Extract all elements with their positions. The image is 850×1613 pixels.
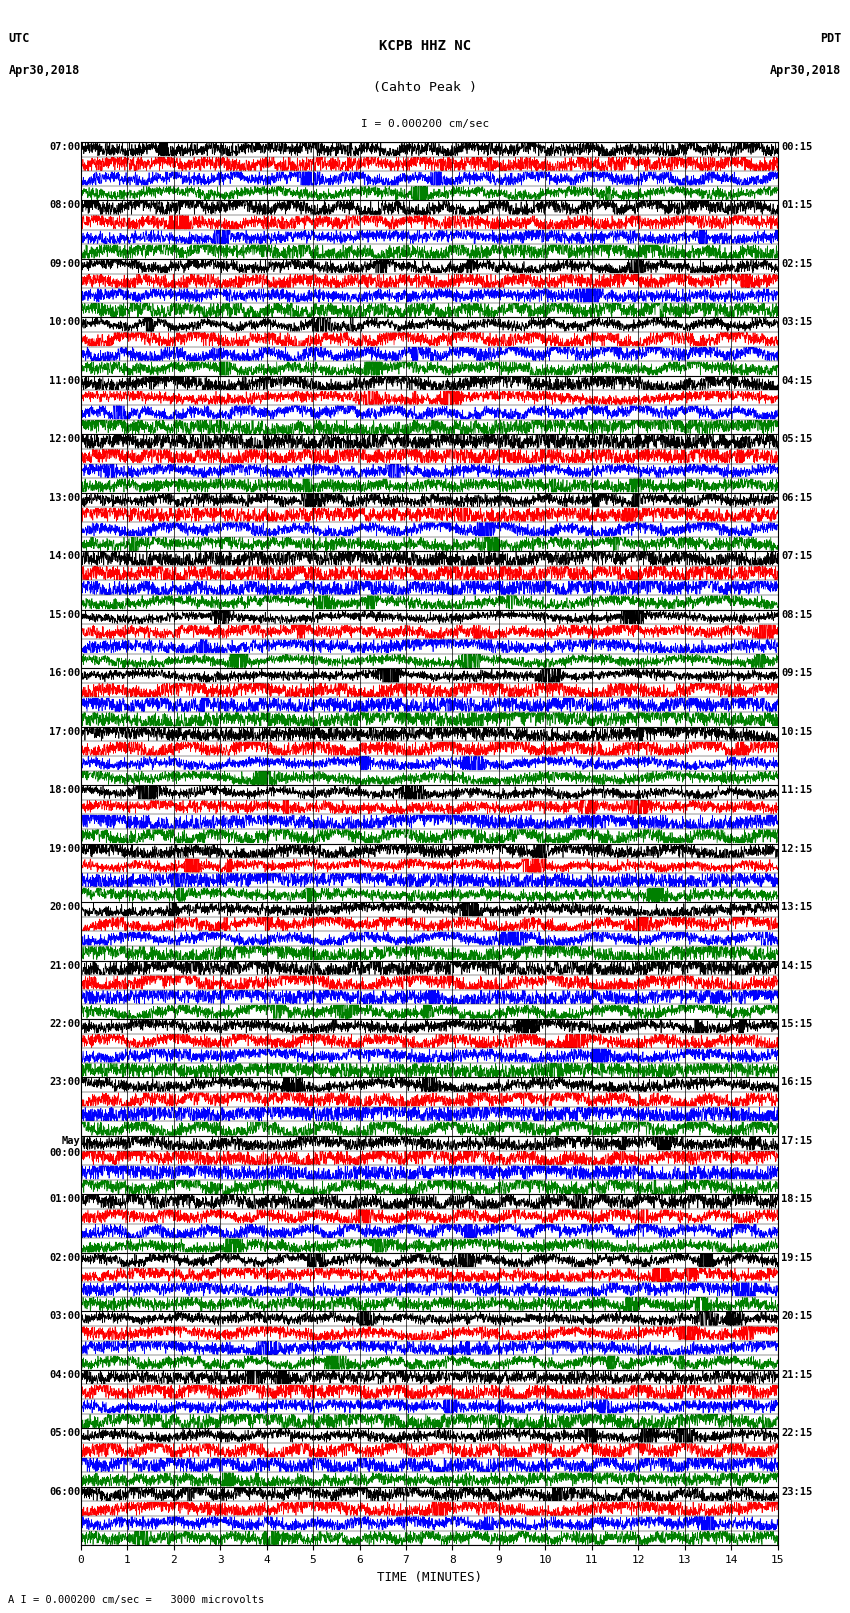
Text: 06:15: 06:15 (781, 492, 813, 503)
Text: 13:15: 13:15 (781, 902, 813, 911)
X-axis label: TIME (MINUTES): TIME (MINUTES) (377, 1571, 482, 1584)
Text: 11:00: 11:00 (49, 376, 81, 386)
Text: I = 0.000200 cm/sec: I = 0.000200 cm/sec (361, 119, 489, 129)
Text: 23:15: 23:15 (781, 1487, 813, 1497)
Text: 21:00: 21:00 (49, 961, 81, 971)
Text: 06:00: 06:00 (49, 1487, 81, 1497)
Text: 00:15: 00:15 (781, 142, 813, 152)
Text: 16:00: 16:00 (49, 668, 81, 677)
Text: 08:15: 08:15 (781, 610, 813, 619)
Text: 04:15: 04:15 (781, 376, 813, 386)
Text: 09:15: 09:15 (781, 668, 813, 677)
Text: (Cahto Peak ): (Cahto Peak ) (373, 81, 477, 94)
Text: 12:15: 12:15 (781, 844, 813, 853)
Text: May
00:00: May 00:00 (49, 1136, 81, 1158)
Text: 04:00: 04:00 (49, 1369, 81, 1379)
Text: 18:15: 18:15 (781, 1194, 813, 1205)
Text: 18:00: 18:00 (49, 786, 81, 795)
Text: 01:00: 01:00 (49, 1194, 81, 1205)
Text: 08:00: 08:00 (49, 200, 81, 210)
Text: 11:15: 11:15 (781, 786, 813, 795)
Text: 22:00: 22:00 (49, 1019, 81, 1029)
Text: Apr30,2018: Apr30,2018 (770, 65, 842, 77)
Text: KCPB HHZ NC: KCPB HHZ NC (379, 39, 471, 53)
Text: 19:00: 19:00 (49, 844, 81, 853)
Text: PDT: PDT (820, 32, 842, 45)
Text: 05:15: 05:15 (781, 434, 813, 444)
Text: 17:15: 17:15 (781, 1136, 813, 1145)
Text: 10:00: 10:00 (49, 318, 81, 327)
Text: 15:15: 15:15 (781, 1019, 813, 1029)
Text: 03:15: 03:15 (781, 318, 813, 327)
Text: 20:00: 20:00 (49, 902, 81, 911)
Text: 19:15: 19:15 (781, 1253, 813, 1263)
Text: 02:00: 02:00 (49, 1253, 81, 1263)
Text: 15:00: 15:00 (49, 610, 81, 619)
Text: 23:00: 23:00 (49, 1077, 81, 1087)
Text: 13:00: 13:00 (49, 492, 81, 503)
Text: 14:15: 14:15 (781, 961, 813, 971)
Text: 10:15: 10:15 (781, 726, 813, 737)
Text: 01:15: 01:15 (781, 200, 813, 210)
Text: 07:15: 07:15 (781, 552, 813, 561)
Text: 05:00: 05:00 (49, 1429, 81, 1439)
Text: 22:15: 22:15 (781, 1429, 813, 1439)
Text: UTC: UTC (8, 32, 30, 45)
Text: 03:00: 03:00 (49, 1311, 81, 1321)
Text: A I = 0.000200 cm/sec =   3000 microvolts: A I = 0.000200 cm/sec = 3000 microvolts (8, 1595, 264, 1605)
Text: 09:00: 09:00 (49, 260, 81, 269)
Text: 17:00: 17:00 (49, 726, 81, 737)
Text: 12:00: 12:00 (49, 434, 81, 444)
Text: 16:15: 16:15 (781, 1077, 813, 1087)
Text: Apr30,2018: Apr30,2018 (8, 65, 80, 77)
Text: 02:15: 02:15 (781, 260, 813, 269)
Text: 20:15: 20:15 (781, 1311, 813, 1321)
Text: 07:00: 07:00 (49, 142, 81, 152)
Text: 21:15: 21:15 (781, 1369, 813, 1379)
Text: 14:00: 14:00 (49, 552, 81, 561)
